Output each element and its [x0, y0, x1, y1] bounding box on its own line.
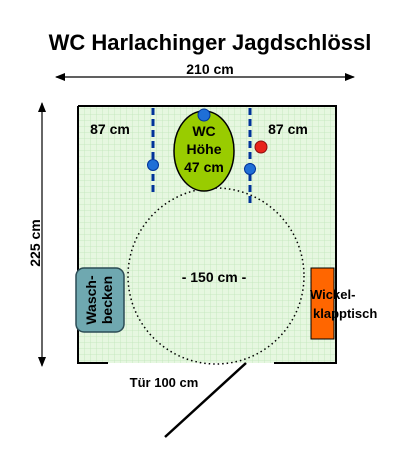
washbasin — [75, 267, 125, 333]
right-clearance-label: 87 cm — [268, 121, 308, 137]
door-label: Tür 100 cm — [130, 375, 199, 390]
page-title: WC Harlachinger Jagdschlössl — [49, 30, 372, 55]
toilet-flush-knob — [197, 108, 211, 122]
grab-bar-left-knob — [147, 159, 159, 171]
turning-circle-label: - 150 cm - — [182, 269, 247, 285]
changing-table — [310, 267, 335, 340]
left-clearance-label: 87 cm — [90, 121, 130, 137]
door-leaf — [164, 362, 247, 438]
flush-button — [254, 140, 268, 154]
changing-table-label-line2: klapptisch — [313, 306, 377, 321]
wall-left — [77, 106, 108, 364]
changing-table-label-line1: Wickel- — [310, 287, 355, 302]
toilet-label-line1: WC — [192, 123, 215, 139]
grab-bar-right-knob — [244, 163, 256, 175]
toilet-label-line2: Höhe — [187, 141, 222, 157]
toilet-label-line3: 47 cm — [184, 159, 224, 175]
height-label: 225 cm — [27, 219, 43, 266]
wall-top-right — [78, 105, 337, 364]
washbasin-label-line1: Wasch- — [83, 275, 99, 325]
washbasin-label-line2: becken — [99, 276, 115, 324]
width-label: 210 cm — [186, 61, 233, 77]
